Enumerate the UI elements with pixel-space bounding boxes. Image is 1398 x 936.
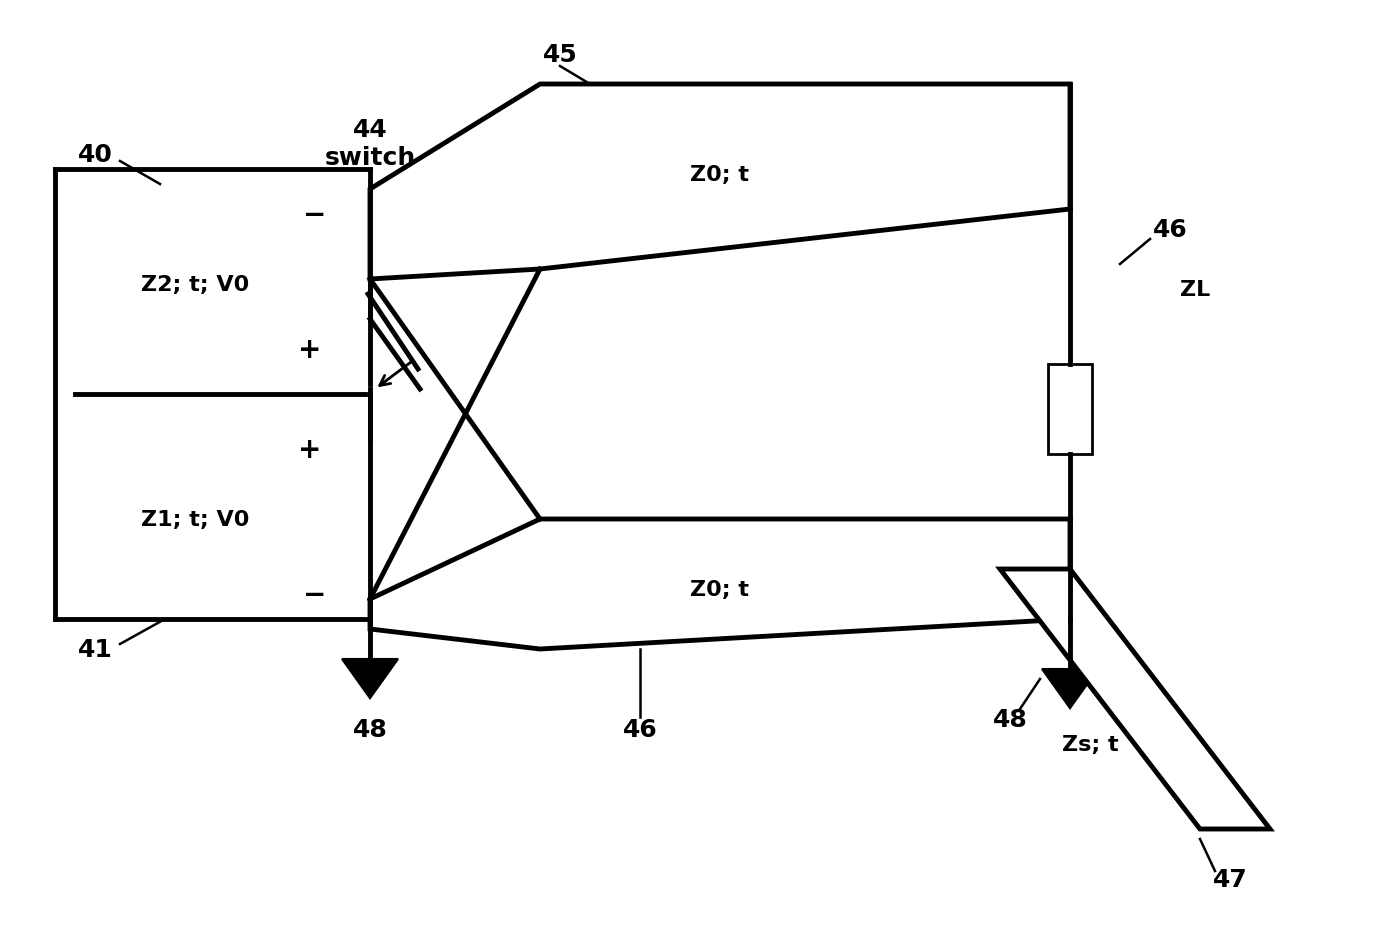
Polygon shape (343, 659, 398, 698)
Polygon shape (1000, 569, 1269, 829)
Text: Z0; t: Z0; t (691, 165, 749, 184)
Text: 47: 47 (1212, 867, 1247, 891)
Polygon shape (370, 85, 1069, 280)
Text: ZL: ZL (1180, 280, 1211, 300)
Text: Zs; t: Zs; t (1061, 734, 1118, 754)
Text: −: − (303, 201, 327, 228)
Text: 46: 46 (1152, 218, 1187, 241)
Text: 45: 45 (542, 43, 577, 67)
Bar (1048, 365, 1092, 455)
Text: −: − (303, 580, 327, 608)
Text: 40: 40 (77, 143, 112, 167)
Polygon shape (1042, 669, 1097, 709)
Text: +: + (298, 435, 322, 463)
Text: Z0; t: Z0; t (691, 579, 749, 599)
Text: 48: 48 (993, 708, 1028, 731)
Text: 44: 44 (352, 118, 387, 142)
Text: Z1; t; V0: Z1; t; V0 (141, 509, 249, 530)
Text: Z2; t; V0: Z2; t; V0 (141, 274, 249, 295)
Text: switch: switch (324, 146, 415, 169)
Text: +: + (298, 336, 322, 363)
Text: 41: 41 (77, 637, 112, 662)
Text: 46: 46 (622, 717, 657, 741)
Polygon shape (370, 519, 1069, 650)
Text: 48: 48 (352, 717, 387, 741)
